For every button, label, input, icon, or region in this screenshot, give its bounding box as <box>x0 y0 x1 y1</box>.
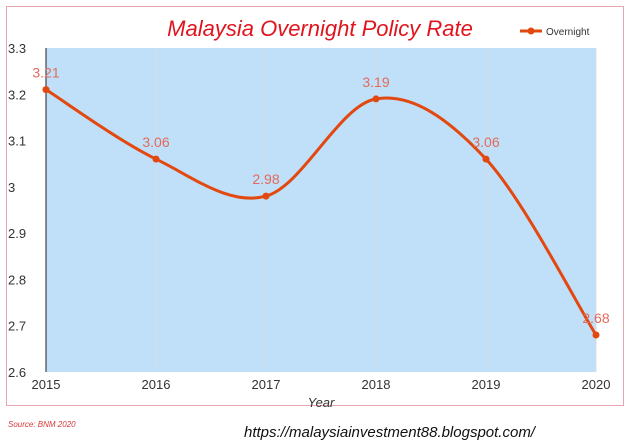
x-tick-label: 2018 <box>362 377 391 392</box>
x-tick-label: 2015 <box>32 377 61 392</box>
data-label: 3.06 <box>142 134 169 150</box>
y-tick-label: 2.6 <box>8 365 26 380</box>
y-tick-label: 2.9 <box>8 226 26 241</box>
data-point <box>42 86 50 94</box>
legend: Overnight <box>520 27 590 38</box>
data-point <box>482 155 490 163</box>
y-tick-label: 3 <box>8 180 15 195</box>
data-label: 3.21 <box>32 65 59 81</box>
data-label: 2.68 <box>582 310 609 326</box>
series-line <box>45 88 598 336</box>
x-axis-label: Year <box>308 395 335 410</box>
x-tick-label: 2017 <box>252 377 281 392</box>
y-tick-label: 3.2 <box>8 87 26 102</box>
data-point <box>372 95 380 103</box>
data-point <box>152 155 160 163</box>
legend-marker-icon <box>527 27 535 35</box>
data-point <box>592 331 600 339</box>
y-tick-label: 3.3 <box>8 41 26 56</box>
x-tick-label: 2020 <box>582 377 611 392</box>
x-tick-label: 2019 <box>472 377 501 392</box>
chart-frame <box>6 6 624 406</box>
y-axis-ticks: 2.6 2.7 2.8 2.9 3 3.1 3.2 3.3 <box>8 41 26 380</box>
x-tick-label: 2016 <box>142 377 171 392</box>
data-label: 3.19 <box>362 74 389 90</box>
blog-url[interactable]: https://malaysiainvestment88.blogspot.co… <box>244 424 535 441</box>
source-note: Source: BNM 2020 <box>8 420 76 429</box>
legend-label: Overnight <box>546 27 590 38</box>
data-point <box>262 192 270 200</box>
data-label: 2.98 <box>252 171 279 187</box>
x-axis-ticks: 2015 2016 2017 2018 2019 2020 <box>32 377 611 392</box>
y-tick-label: 2.7 <box>8 319 26 334</box>
data-labels: 3.21 3.06 2.98 3.19 3.06 2.68 <box>32 65 609 326</box>
y-tick-label: 3.1 <box>8 134 26 149</box>
data-label: 3.06 <box>472 134 499 150</box>
data-points <box>42 86 600 339</box>
y-tick-label: 2.8 <box>8 272 26 287</box>
plot-area <box>46 48 596 372</box>
chart-title: Malaysia Overnight Policy Rate <box>167 16 473 41</box>
